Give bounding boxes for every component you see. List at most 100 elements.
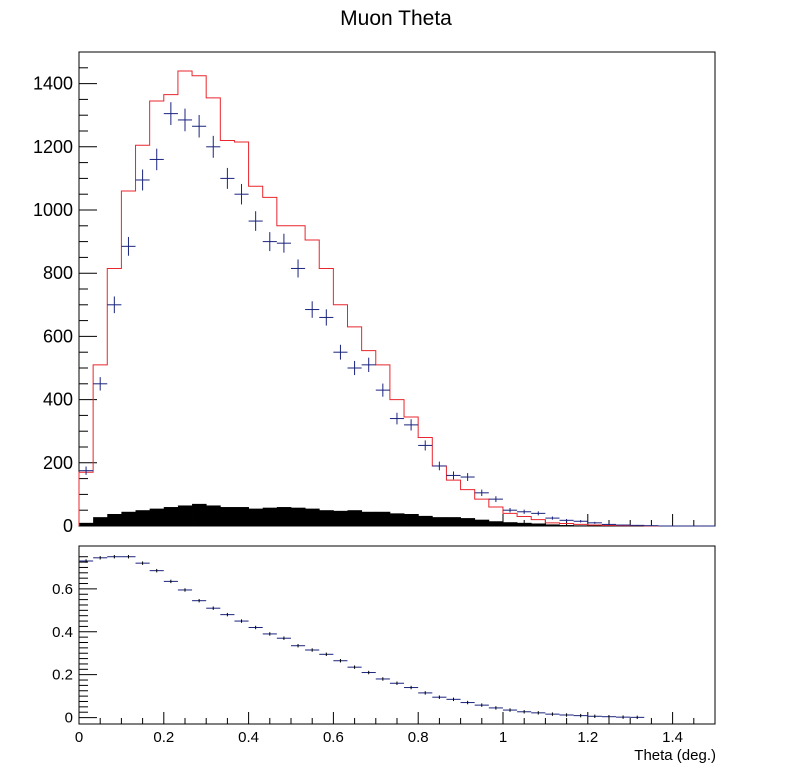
- background-bar: [389, 513, 405, 526]
- bottom-ratio-panel: 0 0.2 0.4 0.6 0 0.2 0.4 0.6 0.8 1 1.2 1.4: [52, 545, 716, 746]
- ratio-point: [135, 561, 150, 565]
- top-y-tick-label: 800: [43, 263, 73, 283]
- ratio-point: [446, 697, 461, 702]
- ratio-point: [375, 677, 390, 681]
- data-point: [601, 523, 617, 526]
- ratio-point: [347, 665, 362, 669]
- background-bar: [305, 508, 320, 526]
- data-point: [290, 259, 306, 278]
- data-point: [248, 211, 263, 231]
- data-point: [135, 169, 150, 191]
- bottom-x-tick-label: 1.4: [662, 729, 683, 746]
- ratio-point: [79, 559, 94, 563]
- background-bar: [177, 505, 193, 526]
- ratio-point: [163, 579, 178, 584]
- data-point: [460, 473, 475, 481]
- data-point: [432, 461, 447, 471]
- data-point: [361, 357, 376, 372]
- background-bar: [460, 518, 476, 526]
- data-point: [404, 419, 419, 431]
- bottom-x-tick-label: 0.8: [408, 729, 429, 746]
- ratio-point: [192, 598, 207, 603]
- ratio-point: [149, 568, 164, 573]
- data-point: [79, 466, 94, 475]
- data-point: [163, 102, 178, 126]
- ratio-point: [93, 556, 108, 560]
- background-bar: [361, 511, 377, 526]
- ratio-point: [573, 713, 588, 718]
- ratio-error-points: [79, 555, 645, 720]
- x-axis-title: Theta (deg.): [634, 747, 716, 764]
- data-point: [531, 511, 546, 516]
- ratio-point: [305, 648, 320, 652]
- background-bar: [502, 522, 518, 526]
- bottom-y-tick-label: 0.4: [52, 624, 73, 641]
- background-bar: [488, 521, 504, 526]
- data-point: [319, 309, 334, 326]
- data-point: [206, 135, 221, 158]
- background-bar: [262, 507, 278, 526]
- background-bar: [276, 507, 292, 526]
- ratio-point: [531, 711, 546, 715]
- top-y-tick-label: 1000: [33, 200, 73, 220]
- data-point: [220, 167, 235, 189]
- background-bar: [93, 517, 108, 526]
- ratio-point: [616, 715, 631, 719]
- bottom-plot-frame: [78, 545, 716, 725]
- background-bar: [79, 522, 94, 526]
- ratio-point: [177, 588, 193, 592]
- data-error-points: [79, 102, 715, 527]
- data-point: [418, 440, 433, 451]
- ratio-point: [587, 714, 602, 718]
- data-point: [474, 489, 489, 497]
- data-point: [517, 509, 532, 514]
- bottom-y-axis: 0 0.2 0.4 0.6: [52, 556, 97, 727]
- bottom-y-tick-label: 0.6: [52, 581, 73, 598]
- background-bar: [531, 523, 546, 526]
- ratio-point: [630, 715, 645, 720]
- data-point: [262, 232, 277, 252]
- ratio-point: [220, 612, 235, 617]
- data-point: [149, 148, 164, 171]
- ratio-point: [474, 703, 489, 707]
- bottom-x-tick-label: 1: [499, 729, 507, 746]
- data-point: [234, 183, 249, 205]
- background-bar: [517, 522, 532, 526]
- ratio-point: [234, 619, 249, 623]
- data-point: [347, 360, 362, 376]
- bottom-x-tick-label: 0.6: [323, 729, 344, 746]
- background-bar: [107, 513, 122, 526]
- data-point: [545, 516, 560, 520]
- top-y-tick-label: 1200: [33, 137, 73, 157]
- background-bar: [234, 507, 249, 526]
- top-y-tick-label: 200: [43, 453, 73, 473]
- ratio-point: [432, 695, 447, 699]
- ratio-point: [262, 632, 277, 636]
- background-bar: [418, 515, 433, 526]
- ratio-point: [545, 712, 560, 716]
- data-point: [93, 377, 108, 391]
- data-point: [375, 383, 390, 397]
- data-point: [177, 108, 193, 132]
- ratio-point: [488, 706, 503, 710]
- data-point: [630, 524, 645, 526]
- data-point: [488, 496, 503, 503]
- background-bar: [573, 525, 589, 526]
- bottom-y-tick-label: 0.2: [52, 667, 73, 684]
- data-point: [502, 507, 518, 513]
- data-point: [446, 471, 461, 480]
- ratio-point: [559, 713, 574, 717]
- data-point: [573, 520, 588, 523]
- data-point: [644, 525, 659, 527]
- data-point: [389, 412, 405, 425]
- ratio-point: [502, 708, 518, 712]
- ratio-point: [121, 555, 136, 559]
- data-point: [276, 233, 291, 253]
- ratio-point: [248, 625, 263, 630]
- data-point: [559, 518, 574, 522]
- ratio-point: [107, 555, 122, 559]
- top-plot-frame: [78, 51, 716, 527]
- ratio-point: [517, 710, 532, 714]
- ratio-point: [460, 700, 475, 705]
